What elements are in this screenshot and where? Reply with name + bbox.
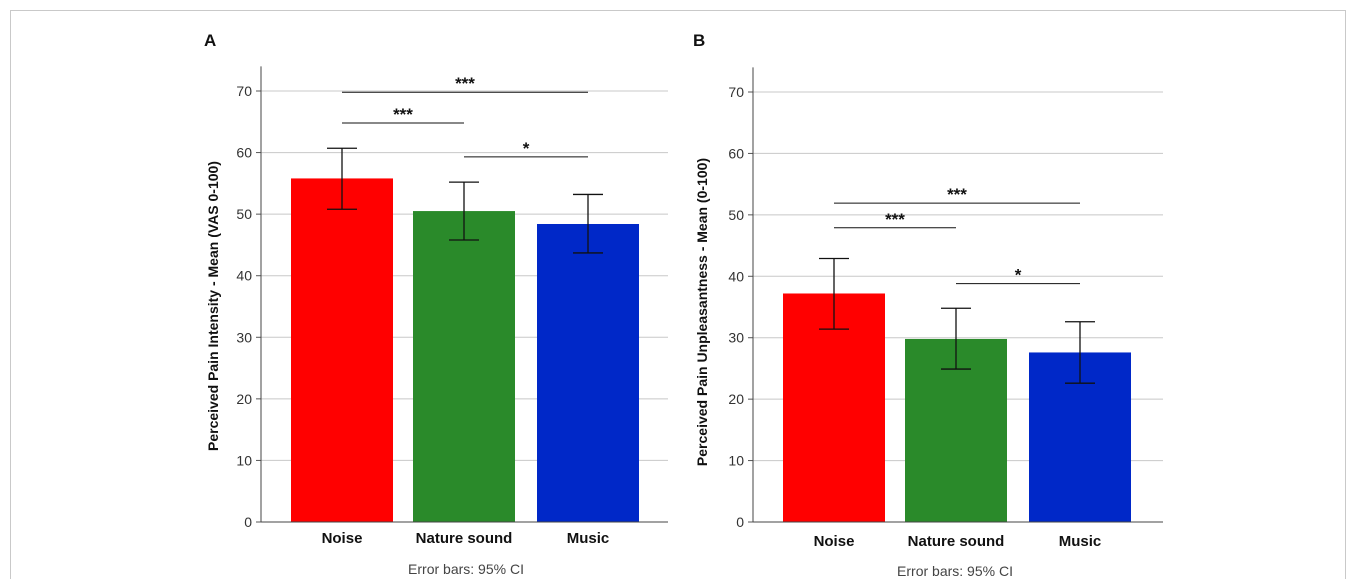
y-tick-label: 50 (236, 206, 252, 222)
bar-noise (783, 293, 885, 522)
x-tick-label: Nature sound (416, 530, 513, 547)
y-tick-label: 60 (236, 145, 252, 161)
x-tick-label: Nature sound (908, 533, 1005, 550)
y-tick-label: 70 (728, 84, 744, 100)
significance-label: *** (947, 185, 967, 204)
significance-label: * (1015, 266, 1022, 285)
error-bar-footnote: Error bars: 95% CI (408, 561, 524, 577)
x-tick-label: Music (1059, 533, 1102, 550)
y-tick-label: 10 (728, 453, 744, 469)
significance-label: *** (885, 210, 905, 229)
y-tick-label: 40 (728, 268, 744, 284)
significance-label: * (523, 139, 530, 158)
panel-label: B (693, 31, 705, 50)
significance-label: *** (393, 105, 413, 124)
x-tick-label: Noise (814, 533, 855, 550)
y-tick-label: 0 (244, 514, 252, 530)
y-tick-label: 20 (236, 391, 252, 407)
y-tick-label: 40 (236, 268, 252, 284)
y-tick-label: 0 (736, 514, 744, 530)
y-tick-label: 60 (728, 145, 744, 161)
significance-label: *** (455, 74, 475, 93)
y-tick-label: 10 (236, 452, 252, 468)
panel-label: A (204, 31, 216, 50)
error-bar-footnote: Error bars: 95% CI (897, 563, 1013, 579)
bar-noise (291, 178, 393, 522)
y-axis-title: Perceived Pain Intensity - Mean (VAS 0-1… (205, 161, 221, 451)
y-tick-label: 20 (728, 391, 744, 407)
bar-music (537, 223, 639, 522)
y-tick-label: 30 (236, 329, 252, 345)
y-tick-label: 50 (728, 207, 744, 223)
y-tick-label: 70 (236, 83, 252, 99)
bar-nature-sound (413, 211, 515, 523)
y-axis-title: Perceived Pain Unpleasantness - Mean (0-… (694, 158, 710, 466)
y-tick-label: 30 (728, 330, 744, 346)
x-tick-label: Noise (322, 530, 363, 547)
x-tick-label: Music (567, 530, 610, 547)
